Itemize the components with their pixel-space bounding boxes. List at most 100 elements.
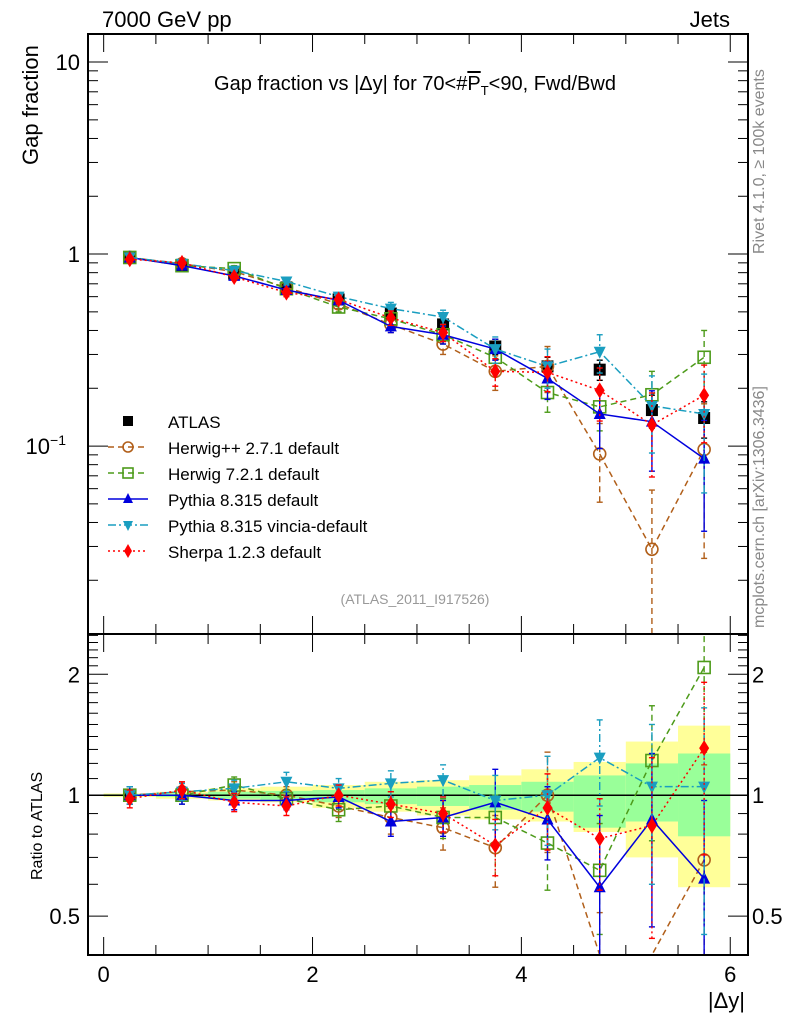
legend-label: Herwig 7.2.1 default [168,465,319,484]
legend-marker [123,521,133,531]
main-herwig-7-2-1-default-point [697,350,711,365]
legend-label: Pythia 8.315 vincia-default [168,517,368,536]
main-sherpa-1-2-3-default-point [699,387,710,404]
ratio-sherpa-1-2-3-default-point [333,787,344,804]
main-y-tick-label: 10 [56,50,80,75]
ratio-pythia-8-315-vincia-default-point [228,783,241,796]
ratio-pythia-8-315-vincia-default-point [541,790,554,803]
main-sherpa-1-2-3-default-point [542,364,553,381]
ratio-pythia-8-315-vincia-default-point [437,775,450,788]
legend-label: Herwig++ 2.7.1 default [168,439,339,458]
main-sherpa-1-2-3-default-point [438,324,449,341]
ratio-sherpa-1-2-3-default-point [229,794,240,811]
ratio-y-tick-label-right: 2 [752,662,764,687]
main-y-axis-label: Gap fraction [18,45,43,165]
legend-marker [123,416,133,426]
ratio-frame [87,633,749,956]
main-pythia-8-315-vincia-default-point [698,408,711,421]
legend-marker [122,441,134,453]
legend-label: ATLAS [168,413,221,432]
ratio-y-tick-label-right: 0.5 [752,904,783,929]
main-herwig-7-2-1-default-line [129,256,705,408]
header-process-label: Jets [690,7,730,32]
main-sherpa-1-2-3-default-point [229,268,240,285]
legend-label: Pythia 8.315 default [168,491,319,510]
ratio-sherpa-1-2-3-default-point [594,830,605,847]
ratio-pythia-8-315-default-line [129,794,705,889]
title-sub: T [481,83,489,98]
ratio-sherpa-1-2-3-default-line [129,747,705,847]
main-y-tick-label: 10−1 [26,432,67,459]
ratio-sherpa-1-2-3-default-point [281,797,292,814]
ratio-sherpa-1-2-3-default-point [124,790,135,807]
main-sherpa-1-2-3-default-point [490,363,501,380]
ratio-uncertainty-bands [88,725,748,888]
x-tick-label: 4 [515,962,527,987]
main-sherpa-1-2-3-default-point [124,251,135,268]
main-sherpa-1-2-3-default-point [646,416,657,433]
ratio-pythia-8-315-default-point [698,871,711,884]
ratio-herwig-7-2-1-default-line [129,667,705,872]
ratio-sherpa-1-2-3-default-point [176,782,187,799]
main-sherpa-1-2-3-default-line [129,258,705,426]
ratio-sherpa-1-2-3-default-point [385,796,396,813]
ratio-pythia-8-315-vincia-default-point [280,776,293,789]
ratio-pythia-8-315-vincia-default-point [593,752,606,765]
x-tick-label: 0 [98,962,110,987]
ratio-series-layer [122,633,711,956]
ratio-sherpa-1-2-3-default-point [438,805,449,822]
ratio-y-tick-label: 2 [68,662,80,687]
ratio-pythia-8-315-vincia-default-point [698,781,711,794]
main-sherpa-1-2-3-default-point [281,284,292,301]
main-series-layer [122,250,711,635]
ratio-pythia-8-315-default-point [593,880,606,893]
ratio-sherpa-1-2-3-default-point [542,799,553,816]
ratio-axes: 2 2 1 1 0.5 0.5 0 2 4 6 [49,633,783,987]
main-pythia-8-315-default-line [129,256,705,460]
main-pythia-8-315-vincia-default-point [384,303,397,316]
legend-marker [124,544,132,558]
header-energy-label: 7000 GeV pp [102,7,232,32]
main-sherpa-1-2-3-default-point [385,309,396,326]
main-pythia-8-315-vincia-default-point [280,276,293,289]
legend-item: Herwig++ 2.7.1 default [108,439,339,458]
legend: ATLAS Herwig++ 2.7.1 default Herwig 7.2.1 … [108,413,368,562]
main-y-tick-label: 1 [68,242,80,267]
main-pythia-8-315-vincia-default-point [593,346,606,359]
ratio-sherpa-1-2-3-default-point [646,817,657,834]
legend-marker [122,467,134,479]
main-axes: 10 1 10−1 [26,33,749,635]
main-pythia-8-315-default-point [593,406,606,419]
rivet-version-label: Rivet 4.1.0, ≥ 100k events [751,69,768,254]
legend-item: ATLAS [123,413,221,432]
legend-item: Pythia 8.315 default [108,491,319,510]
ratio-y-tick-label: 0.5 [49,904,80,929]
legend-marker [123,493,133,503]
main-pythia-8-315-vincia-default-point [437,312,450,325]
legend-item: Sherpa 1.2.3 default [108,543,321,562]
ratio-herwig-7-2-1-default-point [697,660,711,675]
plot-title: Gap fraction vs |Δy| for 70<#PT<90, Fwd/… [214,73,616,98]
title-pre: Gap fraction vs |Δy| for 70<# [214,73,468,95]
ratio-pythia-8-315-vincia-default-line [129,756,705,802]
mcplots-label: mcplots.cern.ch [arXiv:1306.3436] [751,386,768,628]
main-sherpa-1-2-3-default-point [333,291,344,308]
ratio-pythia-8-315-vincia-default-point [384,778,397,791]
legend-item: Pythia 8.315 vincia-default [108,517,368,536]
main-pythia-8-315-vincia-default-point [489,344,502,357]
legend-label: Sherpa 1.2.3 default [168,543,321,562]
ratio-sherpa-1-2-3-default-point [699,740,710,757]
x-tick-label: 6 [724,962,736,987]
ratio-pythia-8-315-vincia-default-point [489,795,502,808]
main-pythia-8-315-vincia-default-line [129,256,705,415]
main-herwig-2-7-1-default-point [645,542,659,557]
ratio-sherpa-1-2-3-default-point [490,837,501,854]
main-sherpa-1-2-3-default-point [176,254,187,271]
main-sherpa-1-2-3-default-point [594,382,605,399]
main-y-tick-label-exponent: −1 [50,432,66,448]
x-axis-label: |Δy| [708,988,745,1013]
title-p: P [467,73,480,95]
legend-item: Herwig 7.2.1 default [108,465,319,484]
ratio-y-axis-label: Ratio to ATLAS [29,772,46,880]
